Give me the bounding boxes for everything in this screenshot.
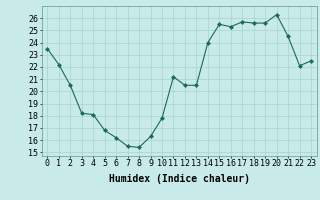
X-axis label: Humidex (Indice chaleur): Humidex (Indice chaleur) (109, 174, 250, 184)
